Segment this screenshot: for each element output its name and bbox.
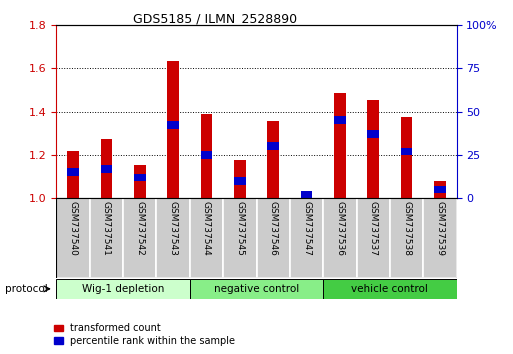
Bar — [301, 195, 312, 198]
Text: GSM737547: GSM737547 — [302, 201, 311, 256]
Bar — [367, 99, 379, 198]
Bar — [167, 61, 179, 198]
Text: GSM737539: GSM737539 — [436, 201, 444, 256]
Text: Wig-1 depletion: Wig-1 depletion — [82, 284, 164, 294]
Text: GSM737541: GSM737541 — [102, 201, 111, 256]
Bar — [290, 198, 323, 278]
Bar — [390, 198, 423, 278]
Bar — [101, 165, 112, 173]
Bar — [67, 168, 79, 176]
Bar — [134, 165, 146, 198]
Bar — [256, 198, 290, 278]
Bar — [190, 279, 323, 299]
Bar — [56, 198, 90, 278]
Bar — [101, 139, 112, 198]
Bar — [134, 173, 146, 181]
Bar — [201, 114, 212, 198]
Bar — [267, 142, 279, 150]
Text: GSM737538: GSM737538 — [402, 201, 411, 256]
Bar — [334, 116, 346, 124]
Bar — [67, 150, 79, 198]
Text: GSM737546: GSM737546 — [269, 201, 278, 256]
Bar — [234, 160, 246, 198]
Bar — [56, 279, 190, 299]
Bar — [367, 130, 379, 138]
Bar — [423, 198, 457, 278]
Text: negative control: negative control — [214, 284, 299, 294]
Bar — [434, 185, 446, 194]
Text: GSM737536: GSM737536 — [336, 201, 344, 256]
Text: GSM737544: GSM737544 — [202, 201, 211, 255]
Bar — [434, 181, 446, 198]
Bar — [156, 198, 190, 278]
Bar — [323, 279, 457, 299]
Bar — [401, 117, 412, 198]
Bar — [301, 191, 312, 199]
Bar — [357, 198, 390, 278]
Bar — [323, 198, 357, 278]
Text: GSM737540: GSM737540 — [69, 201, 77, 256]
Bar — [234, 177, 246, 185]
Bar — [334, 93, 346, 198]
Bar — [223, 198, 256, 278]
Legend: transformed count, percentile rank within the sample: transformed count, percentile rank withi… — [51, 320, 239, 349]
Text: GSM737537: GSM737537 — [369, 201, 378, 256]
Text: vehicle control: vehicle control — [351, 284, 428, 294]
Bar — [90, 198, 123, 278]
Bar — [201, 151, 212, 159]
Text: GSM737542: GSM737542 — [135, 201, 144, 255]
Bar — [123, 198, 156, 278]
Text: GSM737543: GSM737543 — [169, 201, 177, 256]
Bar — [267, 121, 279, 198]
Bar — [190, 198, 223, 278]
Text: GDS5185 / ILMN_2528890: GDS5185 / ILMN_2528890 — [133, 12, 298, 25]
Bar — [401, 148, 412, 155]
Text: GSM737545: GSM737545 — [235, 201, 244, 256]
Bar — [167, 121, 179, 129]
Text: protocol: protocol — [5, 284, 48, 294]
